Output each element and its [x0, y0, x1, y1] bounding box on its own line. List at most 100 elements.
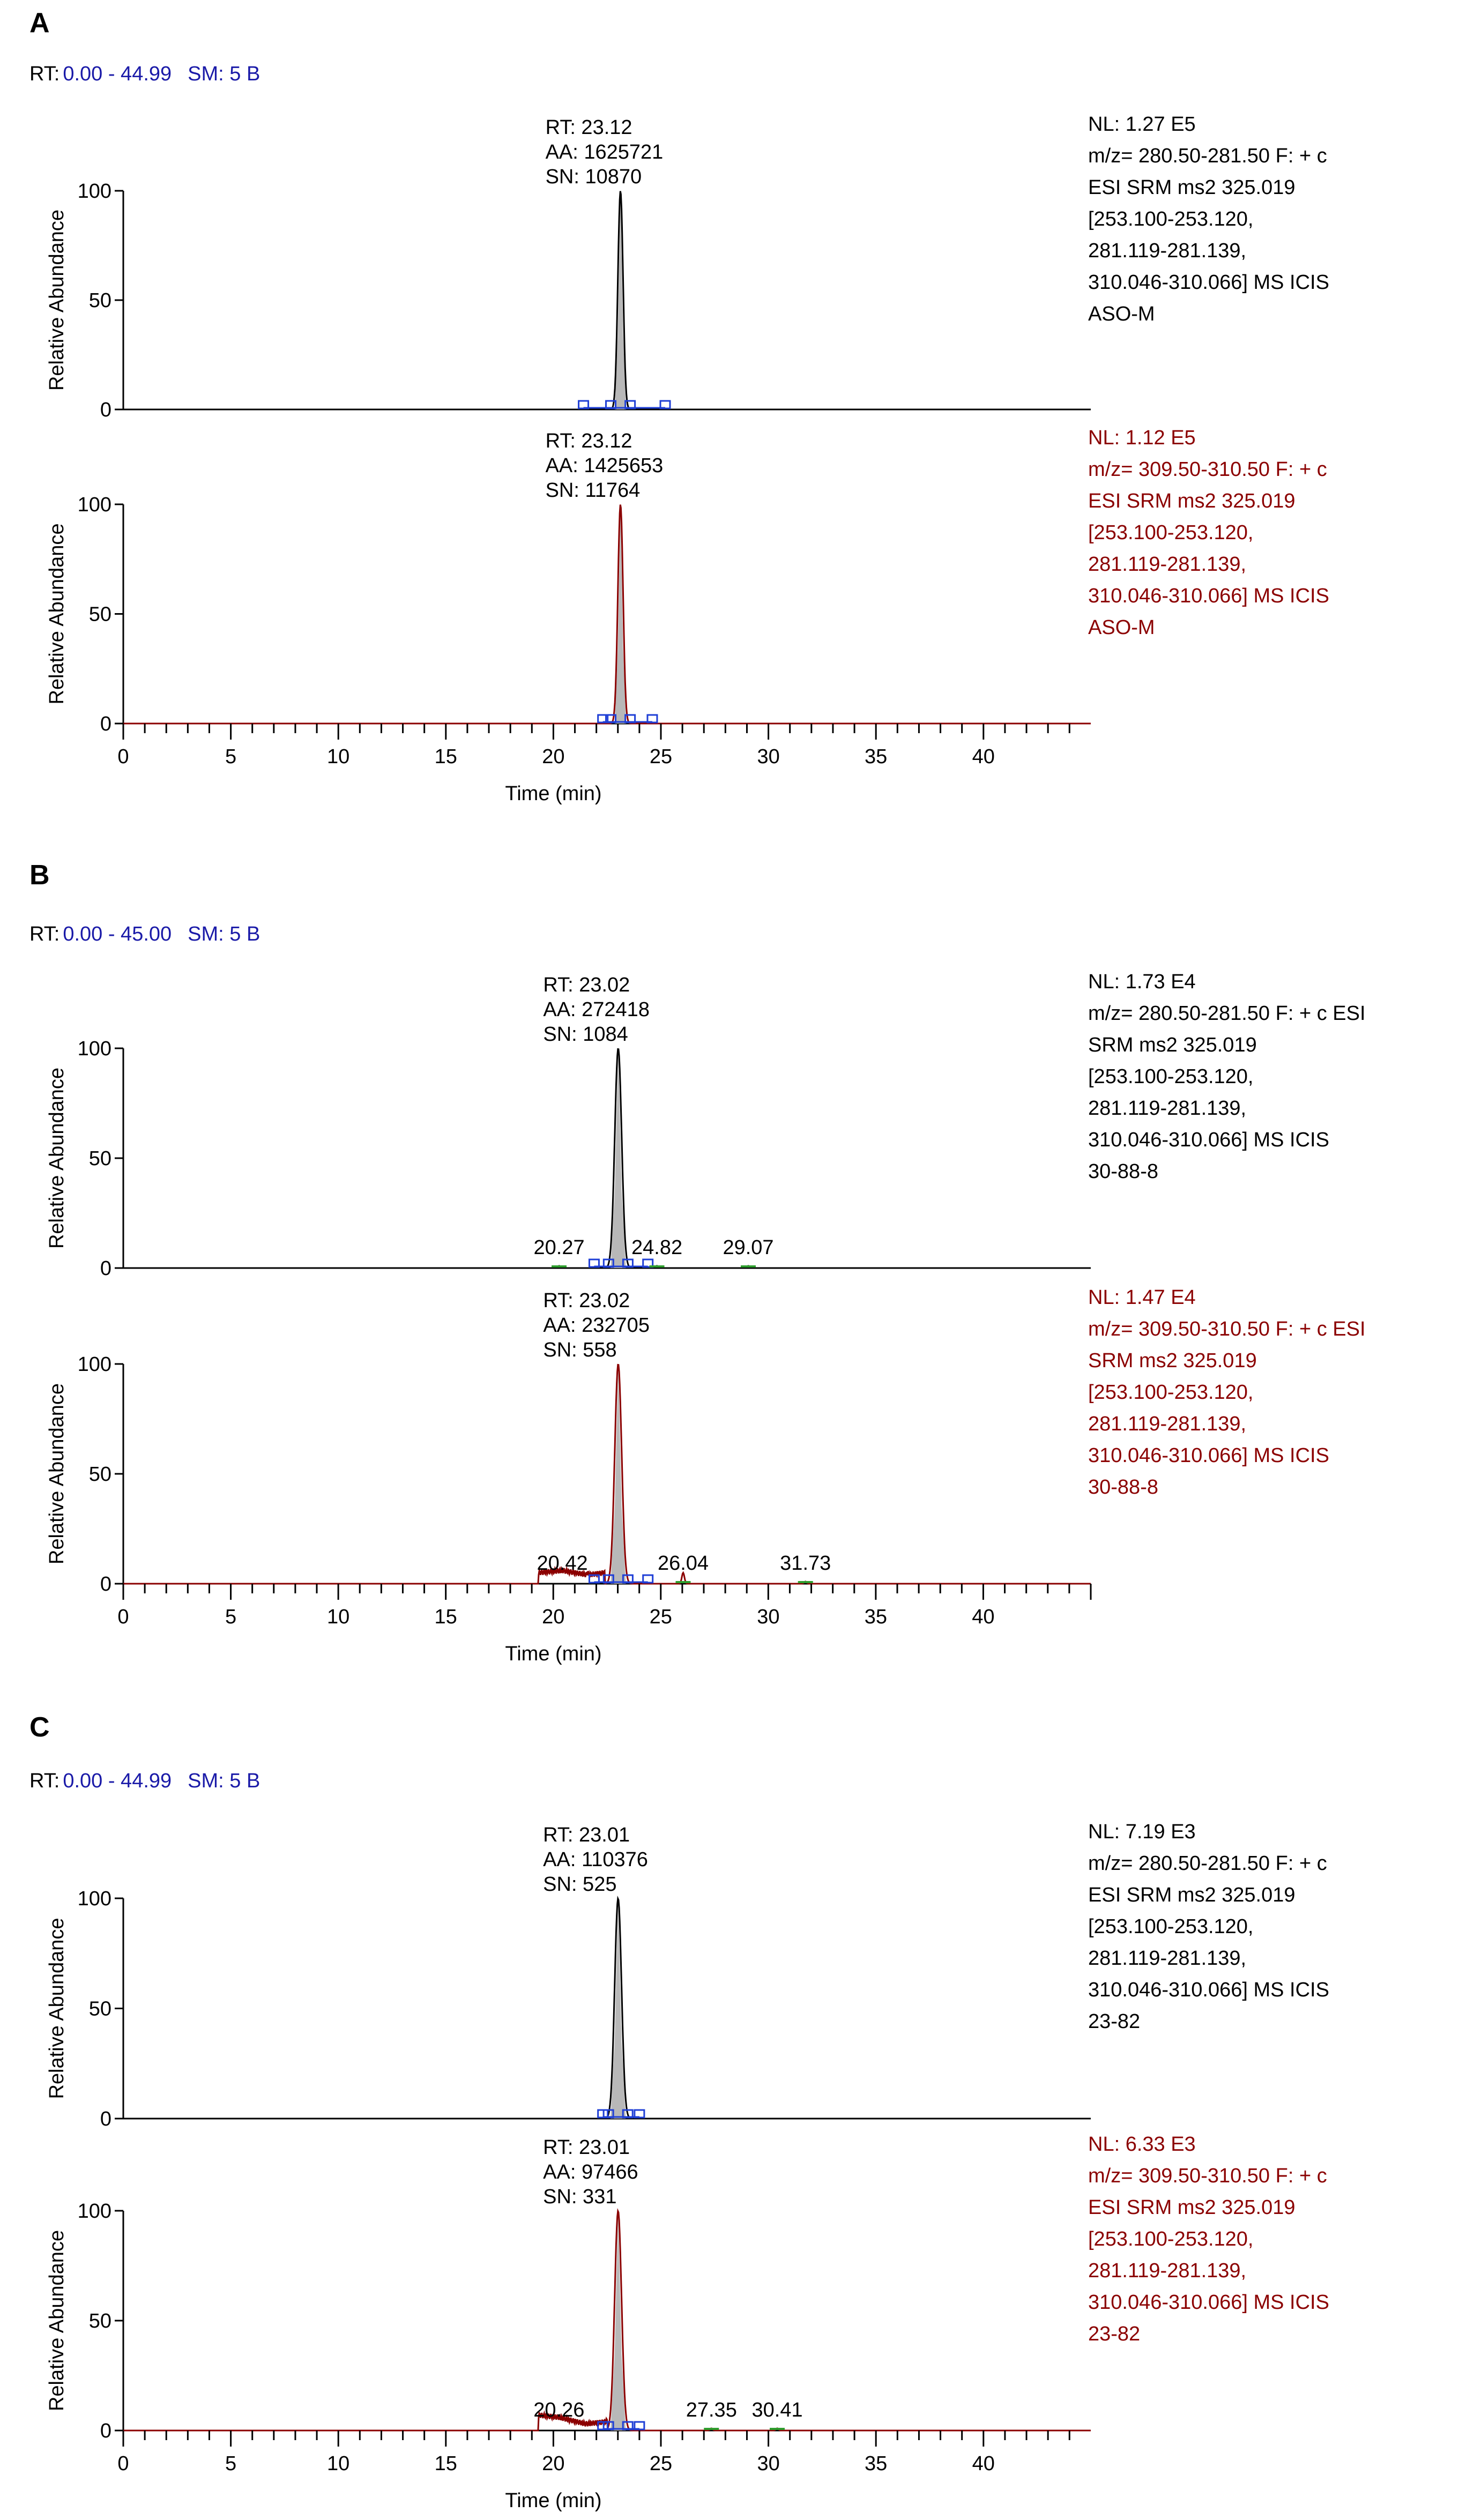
peak-label-line: AA: 97466 [543, 2161, 638, 2183]
rt-label: RT: [29, 923, 59, 945]
trace-info-line: 281.119-281.139, [1088, 1413, 1246, 1435]
trace-info-line: NL: 1.12 E5 [1088, 427, 1196, 449]
rt-label: RT: [29, 63, 59, 85]
trace-info-line: ESI SRM ms2 325.019 [1088, 490, 1296, 512]
rt-range-header: RT: 0.00 - 44.99 SM: 5 B [29, 1770, 260, 1792]
rt-range-value: 0.00 - 44.99 [63, 63, 172, 85]
y-tick-label: 50 [89, 603, 111, 626]
peak-label-line: AA: 232705 [543, 1314, 650, 1337]
peak-label-line: RT: 23.02 [543, 974, 630, 996]
y-axis-title: Relative Abundance [46, 1918, 68, 2099]
peak-label-line: SN: 10870 [546, 166, 642, 188]
y-tick-label: 100 [78, 2200, 111, 2223]
x-axis-title: Time (min) [505, 2489, 601, 2512]
peak-label-line: SN: 525 [543, 1873, 616, 1896]
x-tick-label: 30 [757, 1606, 779, 1628]
x-tick-label: 10 [327, 1606, 349, 1628]
minor-peak-label: 20.27 [534, 1236, 585, 1259]
x-tick-label: 15 [435, 2452, 457, 2475]
x-axis-title: Time (min) [505, 782, 601, 805]
x-tick-label: 0 [117, 745, 129, 768]
trace-info-line: 310.046-310.066] MS ICIS [1088, 1444, 1329, 1467]
trace-info-line: ASO-M [1088, 303, 1155, 325]
trace-info-line: 310.046-310.066] MS ICIS [1088, 585, 1329, 607]
chromatogram-trace [123, 2208, 1091, 2432]
x-tick-label: 5 [225, 745, 236, 768]
trace-info-line: 310.046-310.066] MS ICIS [1088, 271, 1329, 294]
y-tick-label: 100 [78, 180, 111, 203]
integrated-peak-area [611, 1898, 626, 2119]
y-tick-label: 100 [78, 1353, 111, 1376]
trace-info-line: [253.100-253.120, [1088, 521, 1254, 544]
trace-info-line: 310.046-310.066] MS ICIS [1088, 2291, 1329, 2314]
trace-info-line: m/z= 309.50-310.50 F: + c [1088, 2165, 1327, 2187]
trace-info-line: m/z= 309.50-310.50 F: + c [1088, 458, 1327, 481]
peak-label-line: RT: 23.01 [543, 1824, 630, 1846]
x-tick-label: 30 [757, 745, 779, 768]
rt-range-value: 0.00 - 45.00 [63, 923, 172, 945]
trace-info-line: ESI SRM ms2 325.019 [1088, 2196, 1296, 2219]
trace-info-line: m/z= 280.50-281.50 F: + c [1088, 145, 1327, 167]
trace-info-line: m/z= 309.50-310.50 F: + c ESI [1088, 1318, 1366, 1340]
x-tick-label: 5 [225, 1606, 236, 1628]
minor-peak-label: 31.73 [780, 1552, 831, 1575]
minor-peak-label: 26.04 [658, 1552, 709, 1575]
smoothing-label: SM: 5 B [188, 923, 260, 945]
integrated-peak-area [611, 1048, 626, 1268]
trace-info-line: ESI SRM ms2 325.019 [1088, 176, 1296, 199]
rt-label: RT: [29, 1770, 59, 1792]
integrated-peak-area [614, 191, 627, 409]
peak-label-line: SN: 558 [543, 1339, 616, 1361]
trace-info-line: 30-88-8 [1088, 1160, 1158, 1183]
trace-info-line: 281.119-281.139, [1088, 2260, 1246, 2282]
trace-info-line: 281.119-281.139, [1088, 1947, 1246, 1970]
x-tick-label: 0 [117, 1606, 129, 1628]
trace-info-line: m/z= 280.50-281.50 F: + c ESI [1088, 1002, 1366, 1025]
x-tick-label: 40 [972, 2452, 995, 2475]
panel-letter: B [29, 860, 50, 891]
x-tick-label: 35 [865, 2452, 887, 2475]
peak-label-line: AA: 110376 [543, 1848, 648, 1871]
y-tick-label: 0 [100, 399, 111, 421]
y-tick-label: 100 [78, 1038, 111, 1060]
rt-range-header: RT: 0.00 - 45.00 SM: 5 B [29, 923, 260, 945]
trace-info-line: NL: 6.33 E3 [1088, 2133, 1196, 2156]
x-tick-label: 15 [435, 1606, 457, 1628]
integrated-peak-area [611, 2211, 626, 2430]
trace-info-line: m/z= 280.50-281.50 F: + c [1088, 1852, 1327, 1875]
minor-peak-label: 29.07 [723, 1236, 773, 1259]
x-tick-label: 30 [757, 2452, 779, 2475]
trace-info-line: [253.100-253.120, [1088, 1065, 1254, 1088]
x-tick-label: 5 [225, 2452, 236, 2475]
y-tick-label: 0 [100, 713, 111, 735]
minor-peak-label: 20.26 [533, 2399, 584, 2421]
rt-range-value: 0.00 - 44.99 [63, 1770, 172, 1792]
trace-info-line: 23-82 [1088, 2010, 1140, 2033]
trace-info-line: 30-88-8 [1088, 1476, 1158, 1498]
y-tick-label: 50 [89, 1463, 111, 1486]
x-tick-label: 20 [542, 745, 564, 768]
y-tick-label: 100 [78, 494, 111, 516]
chromatogram-trace [123, 1363, 1091, 1585]
peak-label-line: SN: 331 [543, 2186, 616, 2208]
trace-info-line: SRM ms2 325.019 [1088, 1350, 1257, 1372]
x-tick-label: 0 [117, 2452, 129, 2475]
x-tick-label: 35 [865, 1606, 887, 1628]
y-tick-label: 0 [100, 2420, 111, 2442]
chromatogram-trace [123, 504, 1091, 725]
minor-peak-label: 30.41 [752, 2399, 803, 2421]
x-tick-label: 15 [435, 745, 457, 768]
trace-info-line: NL: 1.27 E5 [1088, 113, 1196, 136]
chromatogram-trace [123, 1896, 1091, 2120]
trace-info-line: 281.119-281.139, [1088, 240, 1246, 262]
chromatogram-trace [123, 1048, 1091, 1269]
y-axis-title: Relative Abundance [46, 1383, 68, 1564]
y-tick-label: 100 [78, 1888, 111, 1910]
integrated-peak-area [611, 1364, 626, 1584]
peak-label-line: SN: 11764 [546, 479, 641, 502]
y-tick-label: 0 [100, 1573, 111, 1595]
y-tick-label: 50 [89, 2310, 111, 2332]
y-tick-label: 50 [89, 289, 111, 312]
peak-label-line: RT: 23.12 [546, 116, 632, 139]
peak-label-line: RT: 23.01 [543, 2136, 630, 2159]
